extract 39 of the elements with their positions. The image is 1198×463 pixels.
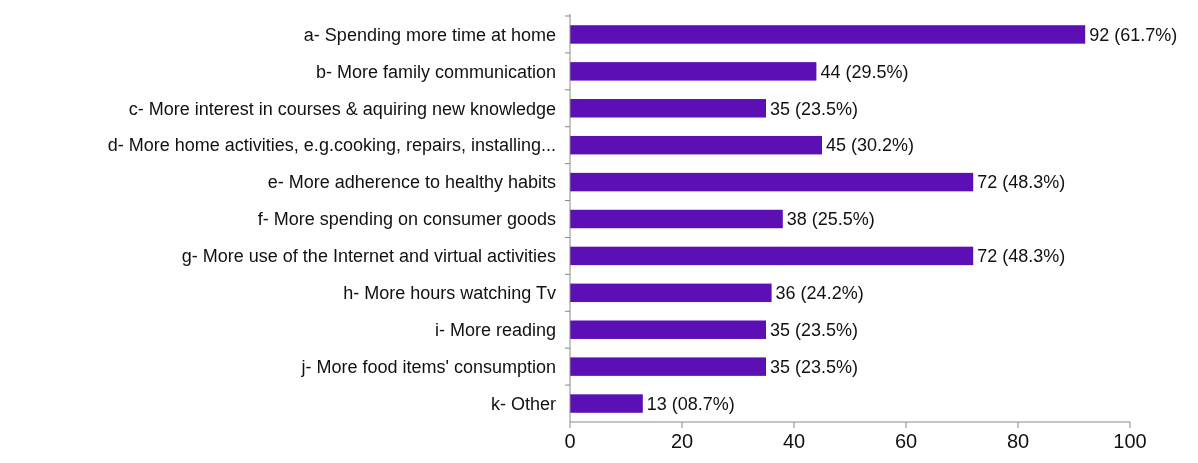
y-tick-label: c- More interest in courses & aquiring new knowledge [128, 98, 556, 119]
y-tick-label: j- More food items' consumption [300, 356, 556, 377]
data-label: 38 (25.5%) [786, 209, 875, 230]
x-tick-label: 40 [782, 430, 806, 452]
bar [570, 320, 766, 339]
x-tick-label: 80 [1006, 430, 1030, 452]
data-label: 35 (23.5%) [770, 356, 859, 377]
bar [570, 246, 974, 266]
data-label: 13 (08.7%) [646, 393, 735, 414]
bar [570, 25, 1086, 44]
x-tick-label: 20 [670, 430, 694, 452]
bar [570, 99, 766, 118]
x-tick-label: 100 [1113, 430, 1147, 452]
y-tick-label: i- More reading [434, 320, 556, 341]
y-tick-label: g- More use of the Internet and virtual activities [181, 246, 556, 267]
bar [570, 209, 783, 229]
x-tick-label: 60 [894, 430, 918, 452]
bar [570, 357, 766, 376]
data-label: 45 (30.2%) [826, 135, 915, 156]
data-label: 72 (48.3%) [977, 246, 1066, 267]
data-label: 36 (24.2%) [775, 283, 864, 304]
bar [570, 172, 974, 192]
data-label: 35 (23.5%) [770, 98, 859, 119]
bar [570, 394, 643, 413]
y-tick-label: k- Other [490, 393, 556, 414]
data-label: 92 (61.7%) [1089, 24, 1178, 45]
y-tick-label: f- More spending on consumer goods [257, 209, 556, 230]
data-label: 35 (23.5%) [770, 320, 859, 341]
bar [570, 135, 822, 155]
bar [570, 62, 817, 81]
bar [570, 283, 772, 303]
y-tick-label: a- Spending more time at home [303, 24, 556, 45]
y-tick-label: d- More home activities, e.g.cooking, repairs, installing... [107, 135, 556, 156]
data-label: 44 (29.5%) [820, 61, 909, 82]
y-tick-label: e- More adherence to healthy habits [267, 172, 556, 193]
x-tick-label: 0 [564, 430, 576, 452]
y-tick-label: h- More hours watching Tv [343, 283, 556, 304]
y-tick-label: b- More family communication [315, 61, 556, 82]
data-label: 72 (48.3%) [977, 172, 1066, 193]
